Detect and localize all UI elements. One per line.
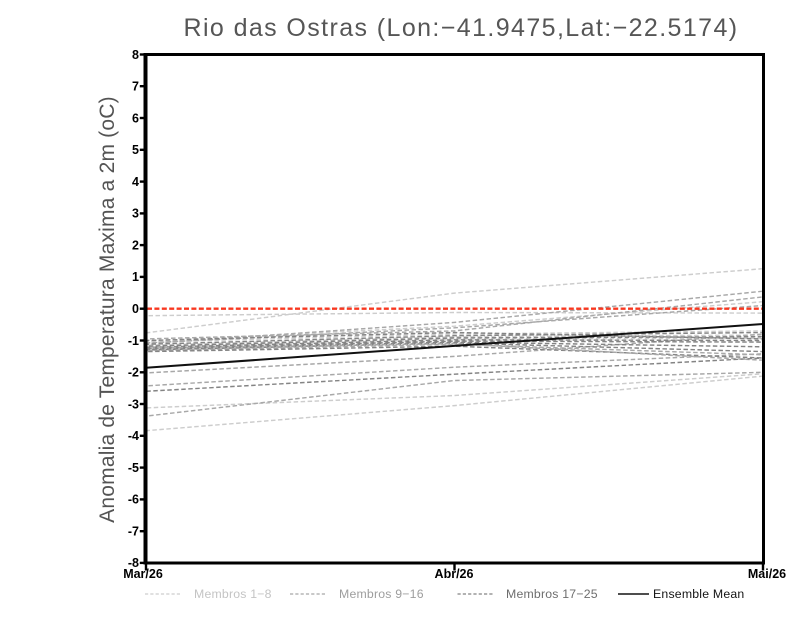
svg-text:4: 4 bbox=[132, 175, 139, 189]
svg-text:Mai/26: Mai/26 bbox=[748, 567, 786, 581]
svg-text:5: 5 bbox=[132, 143, 139, 157]
svg-text:Ensemble Mean: Ensemble Mean bbox=[653, 587, 744, 601]
svg-text:-5: -5 bbox=[128, 461, 139, 475]
svg-text:-1: -1 bbox=[128, 334, 139, 348]
svg-text:6: 6 bbox=[132, 111, 139, 125]
svg-text:1: 1 bbox=[132, 270, 139, 284]
svg-text:Membros 17−25: Membros 17−25 bbox=[506, 587, 598, 601]
svg-text:7: 7 bbox=[132, 80, 139, 94]
svg-text:Mar/26: Mar/26 bbox=[123, 567, 163, 581]
svg-text:3: 3 bbox=[132, 207, 139, 221]
svg-text:Membros 1−8: Membros 1−8 bbox=[194, 587, 272, 601]
svg-text:-2: -2 bbox=[128, 366, 139, 380]
svg-text:8: 8 bbox=[132, 48, 139, 62]
svg-text:Abr/26: Abr/26 bbox=[435, 567, 474, 581]
svg-text:0: 0 bbox=[132, 302, 139, 316]
svg-text:-7: -7 bbox=[128, 525, 139, 539]
svg-text:Membros 9−16: Membros 9−16 bbox=[339, 587, 424, 601]
svg-text:Rio das Ostras (Lon:−41.9475,L: Rio das Ostras (Lon:−41.9475,Lat:−22.517… bbox=[184, 14, 739, 42]
svg-text:-3: -3 bbox=[128, 397, 139, 411]
svg-text:2: 2 bbox=[132, 238, 139, 252]
svg-text:Anomalia de Temperatura Maxima: Anomalia de Temperatura Maxima a 2m (oC) bbox=[96, 96, 119, 523]
svg-text:-4: -4 bbox=[128, 429, 139, 443]
svg-text:-6: -6 bbox=[128, 493, 139, 507]
svg-text:-8: -8 bbox=[128, 556, 139, 570]
